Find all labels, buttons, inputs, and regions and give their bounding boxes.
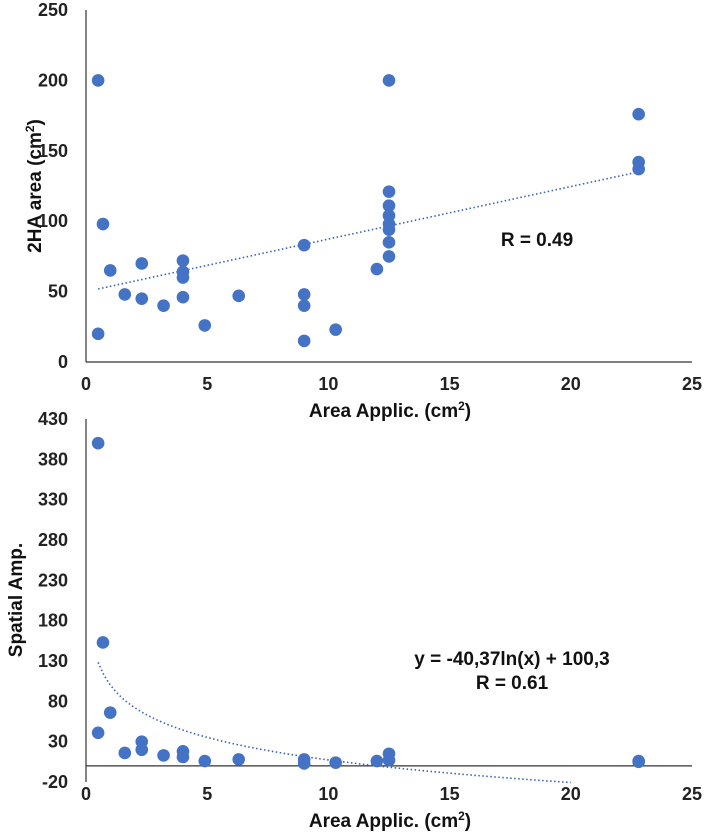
data-point	[176, 271, 190, 284]
x-tick-label: 5	[202, 374, 212, 394]
data-point	[91, 327, 105, 341]
x-tick-label: 20	[561, 374, 581, 394]
data-point	[297, 238, 311, 252]
y-tick-label: 50	[48, 282, 68, 302]
x-tick-label: 0	[81, 784, 91, 804]
y-tick-label: 230	[38, 570, 68, 590]
data-point	[632, 107, 645, 121]
annotation-block: R = 0.49	[501, 230, 573, 251]
x-tick-label: 25	[682, 374, 702, 394]
y-tick-label: 430	[38, 409, 68, 429]
data-point	[329, 756, 342, 769]
annotation-text: R = 0.61	[476, 673, 549, 694]
data-point	[198, 319, 212, 332]
y-tick-label: 380	[38, 449, 68, 469]
data-point	[157, 299, 170, 312]
data-point	[297, 288, 311, 301]
data-point	[382, 199, 396, 213]
data-point	[382, 250, 396, 263]
annotation-text: y = -40,37ln(x) + 100,3	[414, 649, 609, 670]
data-point	[297, 334, 311, 348]
data-point	[176, 750, 190, 764]
y-tick-label: -20	[42, 772, 68, 792]
annotation-text: R = 0.49	[501, 230, 573, 251]
data-point	[632, 755, 645, 769]
data-point	[135, 743, 149, 757]
data-point	[91, 74, 105, 87]
data-point	[103, 706, 117, 719]
y-tick-label: 0	[58, 352, 68, 372]
data-point	[382, 753, 396, 767]
data-point	[118, 746, 132, 760]
x-tick-label: 25	[682, 784, 702, 804]
chart-2ha-area: 2HA area (cm2) Area Applic. (cm2) R = 0.…	[23, 0, 702, 422]
data-point	[96, 217, 110, 231]
annotation-block: y = -40,37ln(x) + 100,3 R = 0.61	[414, 649, 609, 694]
data-point	[103, 264, 117, 277]
y-tick-label: 180	[38, 611, 68, 631]
data-point	[176, 290, 190, 304]
data-point	[176, 254, 190, 267]
data-point	[297, 299, 311, 312]
y-tick-label: 330	[38, 490, 68, 510]
x-axis-title: Area Applic. (cm2)	[309, 809, 471, 832]
data-point	[382, 236, 396, 249]
x-tick-label: 10	[318, 374, 338, 394]
y-tick-label: 80	[48, 691, 68, 711]
x-tick-label: 5	[202, 784, 212, 804]
data-point	[118, 288, 132, 301]
x-tick-label: 0	[81, 374, 91, 394]
data-point	[232, 753, 246, 766]
y-tick-label: 30	[48, 732, 68, 752]
data-point	[370, 754, 384, 768]
data-point	[382, 223, 396, 236]
data-point	[135, 257, 149, 270]
data-point	[382, 185, 396, 198]
data-point	[96, 636, 110, 649]
x-axis-title: Area Applic. (cm2)	[309, 399, 471, 422]
x-tick-label: 10	[318, 784, 338, 804]
data-point	[297, 757, 311, 770]
data-point	[135, 292, 149, 305]
x-tick-label: 15	[440, 784, 460, 804]
data-point	[232, 289, 246, 303]
x-tick-label: 20	[561, 784, 581, 804]
y-tick-label: 130	[38, 651, 68, 671]
data-point	[329, 323, 342, 336]
data-point	[382, 74, 396, 87]
y-tick-label: 280	[38, 530, 68, 550]
data-point	[370, 262, 384, 276]
x-tick-label: 15	[440, 374, 460, 394]
y-tick-label: 150	[38, 141, 68, 161]
data-point	[632, 162, 645, 176]
chart-spatial-amp: Spatial Amp. Area Applic. (cm2) y = -40,…	[6, 409, 702, 832]
y-tick-label: 100	[38, 211, 68, 231]
y-axis-title: Spatial Amp.	[6, 543, 27, 657]
y-axis-title: 2HA area (cm2)	[23, 119, 46, 253]
y-tick-label: 250	[38, 0, 68, 20]
data-point	[91, 436, 105, 450]
data-point	[198, 754, 212, 768]
data-point	[157, 749, 170, 762]
y-tick-label: 200	[38, 70, 68, 90]
data-point	[91, 726, 105, 740]
